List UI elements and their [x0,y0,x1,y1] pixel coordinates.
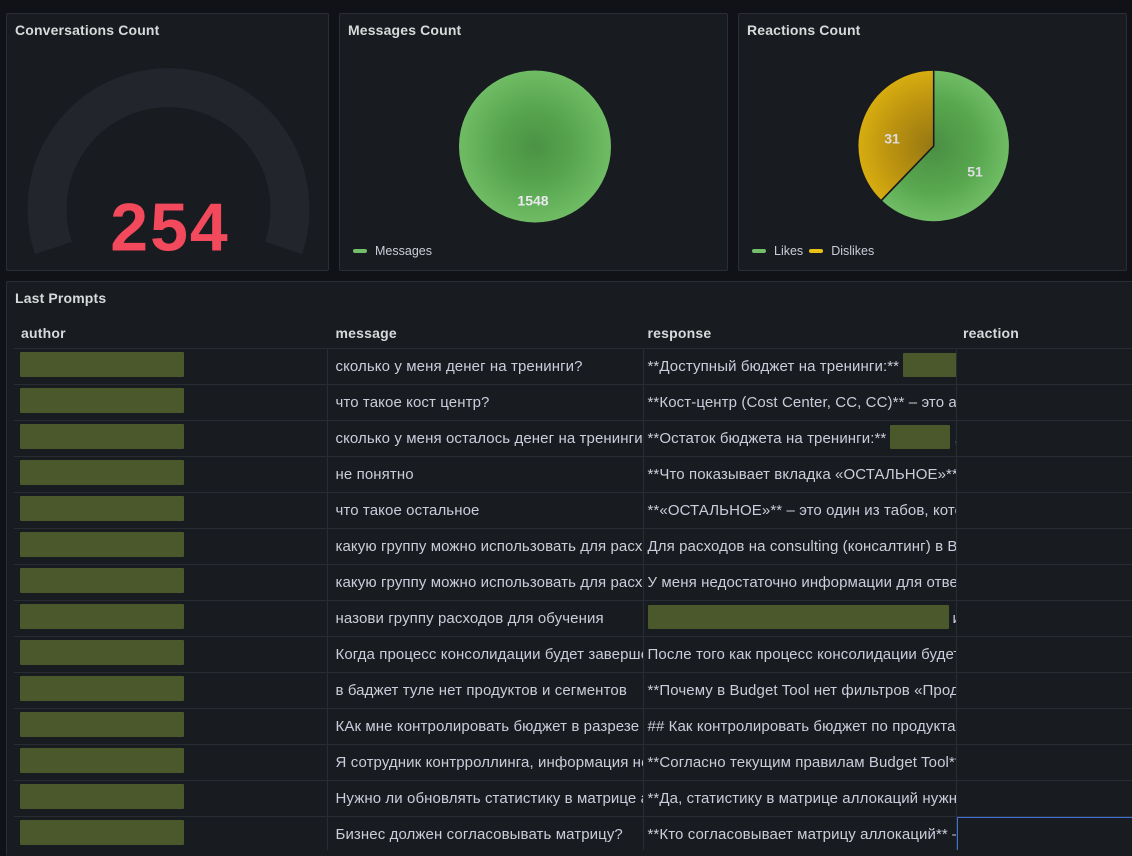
svg-text:51: 51 [967,164,983,180]
svg-text:1548: 1548 [517,193,548,209]
svg-text:31: 31 [884,131,900,147]
svg-text:254: 254 [110,190,229,266]
